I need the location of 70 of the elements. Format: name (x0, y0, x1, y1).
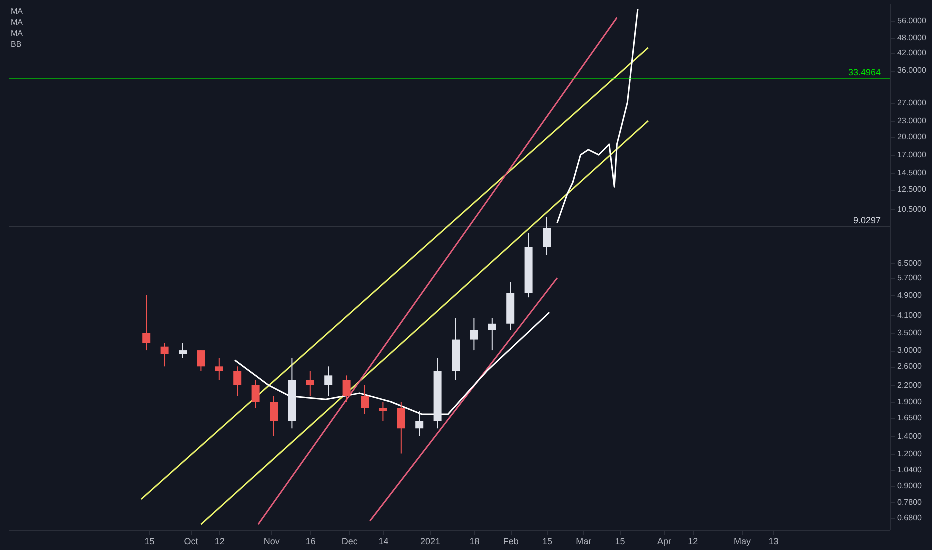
candlestick (324, 366, 333, 397)
candlestick (215, 358, 224, 381)
x-tick-label: Nov (264, 536, 280, 546)
y-tick-label: 6.5000 (898, 258, 923, 268)
candlestick (397, 401, 406, 454)
y-tick-label: 12.5000 (898, 185, 927, 194)
line-series (234, 312, 550, 416)
y-tick-label: 56.0000 (898, 16, 927, 26)
x-tick-label: 13 (768, 536, 779, 546)
y-tick-label: 23.0000 (898, 116, 927, 126)
y-tick-label: 0.6800 (898, 513, 923, 522)
y-tick-label: 14.5000 (898, 168, 927, 178)
y-tick-label: 1.2000 (898, 449, 923, 458)
candlestick (142, 294, 151, 352)
y-tick-label: 2.6000 (898, 362, 923, 372)
y-tick-label: 20.0000 (898, 132, 927, 142)
x-tick-label: Mar (576, 536, 592, 546)
annotation: MA (11, 18, 24, 27)
y-tick-label: 42.0000 (898, 48, 927, 58)
x-tick-label: 12 (214, 536, 225, 546)
y-tick-label: 10.5000 (898, 204, 927, 214)
y-tick-label: 0.7800 (898, 498, 923, 507)
y-tick-label: 0.9000 (898, 482, 923, 491)
x-tick-label: Apr (657, 536, 672, 546)
y-tick-label: 2.2000 (898, 380, 923, 390)
y-tick-label: 1.6500 (898, 413, 923, 422)
y-tick-label: 27.0000 (898, 98, 927, 108)
y-tick-label: 1.0400 (898, 465, 923, 474)
x-tick-label: 15 (144, 536, 155, 546)
y-tick-label: 3.5000 (898, 328, 923, 338)
x-tick-label: 18 (470, 536, 480, 546)
y-tick-label: 1.4000 (898, 432, 923, 441)
candlestick (179, 342, 187, 359)
candlestick (470, 318, 478, 352)
candlestick (379, 401, 388, 422)
x-tick-label: Oct (184, 536, 199, 546)
x-tick-label: Feb (503, 536, 519, 546)
y-tick-label: 4.9000 (898, 290, 923, 300)
y-tick-label: 36.0000 (898, 66, 927, 76)
annotation: MA (11, 7, 24, 16)
y-tick-label: 5.7000 (898, 274, 923, 283)
x-tick-label: 12 (688, 536, 698, 546)
candlestick (234, 366, 242, 397)
line-series (556, 8, 639, 224)
candlestick (543, 216, 551, 256)
x-tick-label: 2021 (420, 536, 441, 546)
candlestick (306, 370, 314, 397)
x-tick-label: 15 (615, 536, 626, 546)
x-tick-label: 15 (542, 536, 553, 546)
candlestick (361, 384, 369, 416)
candlestick (252, 380, 260, 409)
candlestick (342, 375, 351, 402)
annotation: MA (11, 29, 24, 38)
x-tick-label: May (734, 536, 752, 546)
ref-line-label: 9.0297 (853, 215, 881, 226)
y-tick-label: 3.0000 (898, 346, 923, 356)
candlestick (488, 318, 496, 352)
candlestick (416, 410, 424, 437)
y-tick-label: 4.1000 (898, 310, 923, 320)
y-tick-label: 48.0000 (898, 34, 927, 43)
x-tick-label: Dec (342, 536, 358, 546)
ref-line-label: 33.4964 (848, 68, 881, 78)
annotation: BB (11, 40, 22, 49)
candlestick (270, 396, 278, 437)
candlestick (197, 350, 206, 372)
y-tick-label: 1.9000 (898, 397, 923, 406)
y-tick-label: 17.0000 (898, 150, 927, 160)
candlestick (160, 342, 169, 368)
x-tick-label: 14 (378, 536, 389, 546)
x-tick-label: 16 (306, 536, 316, 546)
